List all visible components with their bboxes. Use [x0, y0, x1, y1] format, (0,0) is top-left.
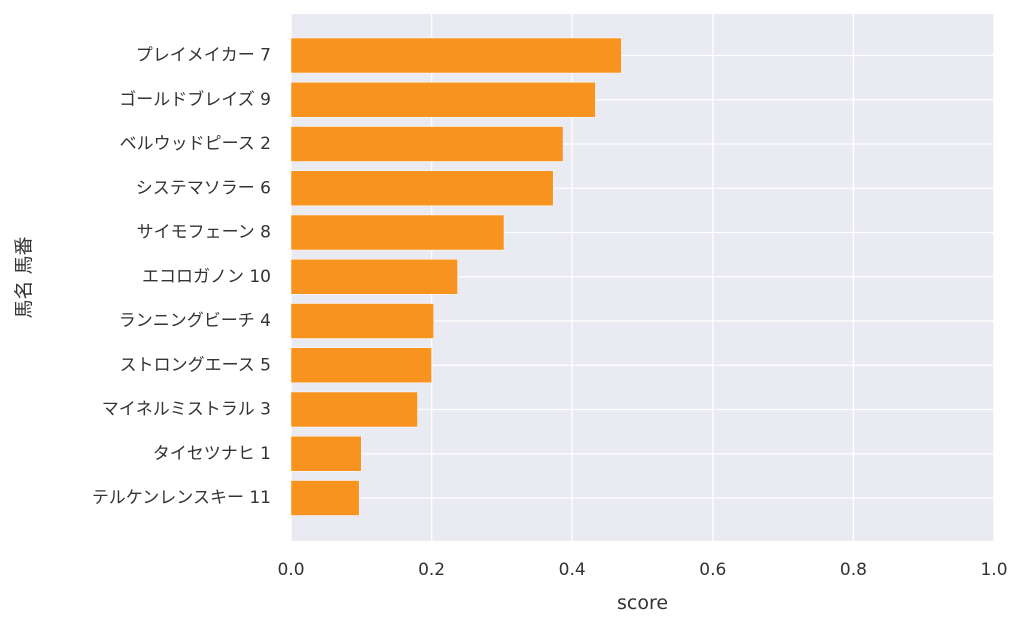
y-tick-label: ゴールドブレイズ 9 [119, 89, 271, 110]
y-tick-label: エコロガノン 10 [142, 267, 271, 287]
bar [290, 347, 432, 383]
bar [290, 436, 362, 472]
y-tick-labels: プレイメイカー 7 ゴールドブレイズ 9 ベルウッドピース 2 システマソラー 6 サイ… [92, 46, 271, 509]
y-tick-label: ランニングビーチ 4 [119, 311, 271, 331]
y-tick-label: プレイメイカー 7 [136, 46, 271, 66]
y-tick-label: ストロングエース 5 [120, 355, 271, 375]
bar [290, 214, 505, 251]
bar [290, 480, 360, 516]
bar [290, 303, 434, 339]
bars [290, 37, 622, 516]
x-tick-label: 0.6 [699, 560, 726, 580]
bar [290, 37, 622, 74]
bar [290, 391, 418, 428]
y-tick-label: タイセツナヒ 1 [153, 444, 271, 464]
bar [290, 126, 564, 162]
bar [290, 170, 554, 206]
x-tick-label: 1.0 [980, 560, 1007, 580]
x-tick-label: 0.8 [840, 560, 867, 580]
y-tick-label: システマソラー 6 [136, 178, 271, 198]
y-axis-label: 馬名 馬番 [13, 236, 35, 318]
x-tick-label: 0.2 [418, 560, 445, 580]
x-tick-label: 0.4 [559, 560, 586, 580]
x-tick-label: 0.0 [277, 560, 304, 580]
y-tick-label: マイネルミストラル 3 [102, 400, 271, 420]
y-tick-label: ベルウッドピース 2 [120, 134, 271, 154]
x-axis-label: score [617, 592, 668, 614]
bar [290, 82, 596, 118]
y-tick-label: サイモフェーン 8 [137, 223, 271, 243]
x-tick-labels: 0.0 0.2 0.4 0.6 0.8 1.0 [277, 560, 1007, 580]
y-tick-label: テルケンレンスキー 11 [92, 488, 271, 508]
bar [290, 259, 458, 295]
